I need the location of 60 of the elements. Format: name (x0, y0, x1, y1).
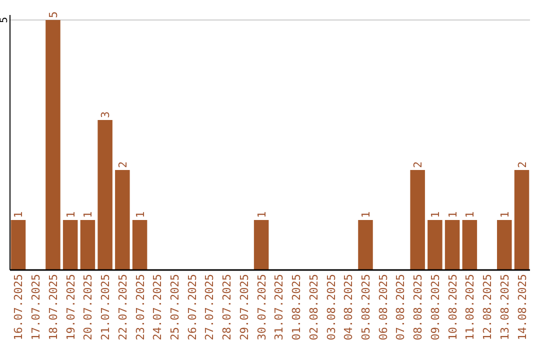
bar (46, 20, 60, 270)
data-label: 1 (464, 211, 477, 218)
bar (444, 220, 460, 270)
bar (514, 170, 530, 270)
bar (462, 220, 478, 270)
x-tick-label: 03.08.2025 (324, 274, 338, 340)
x-tick-label: 24.07.2025 (151, 274, 164, 340)
bar (98, 120, 112, 270)
data-label: 1 (446, 211, 460, 218)
data-label: 1 (12, 211, 26, 218)
x-tick-label: 29.07.2025 (238, 274, 251, 340)
x-tick-label: 16.07.2025 (12, 274, 26, 340)
bar (428, 220, 442, 270)
x-tick-label: 10.08.2025 (446, 274, 460, 340)
bar (62, 220, 78, 270)
x-tick-label: 19.07.2025 (64, 274, 78, 340)
x-tick-label: 04.08.2025 (342, 274, 356, 340)
data-label: 3 (99, 111, 112, 118)
data-label: 1 (255, 211, 268, 218)
x-tick-label: 12.08.2025 (481, 274, 494, 340)
x-tick-label: 02.08.2025 (307, 274, 320, 340)
x-tick-label: 23.07.2025 (134, 274, 147, 340)
data-label: 1 (82, 211, 95, 218)
x-tick-label: 08.08.2025 (412, 274, 425, 340)
x-tick-label: 09.08.2025 (428, 274, 442, 340)
x-tick-label: 11.08.2025 (464, 274, 477, 340)
data-label: 2 (412, 161, 425, 168)
x-tick-label: 27.07.2025 (203, 274, 216, 340)
x-tick-label: 28.07.2025 (220, 274, 234, 340)
bar (358, 220, 373, 270)
x-tick-label: 13.08.2025 (498, 274, 512, 340)
data-label: 2 (516, 161, 529, 168)
bar (410, 170, 425, 270)
x-tick-label: 18.07.2025 (46, 274, 60, 340)
data-label: 1 (134, 211, 147, 218)
bar (254, 220, 269, 270)
x-tick-label: 20.07.2025 (82, 274, 95, 340)
x-tick-label: 31.07.2025 (272, 274, 286, 340)
data-label: 2 (116, 161, 130, 168)
data-label: 5 (46, 11, 60, 18)
x-tick-label: 26.07.2025 (186, 274, 199, 340)
x-tick-label: 01.08.2025 (290, 274, 304, 340)
x-tick-label: 22.07.2025 (116, 274, 130, 340)
data-label: 1 (498, 211, 512, 218)
bar (10, 220, 26, 270)
bar (80, 220, 96, 270)
x-tick-label: 07.08.2025 (394, 274, 408, 340)
bar (132, 220, 148, 270)
x-tick-label: 30.07.2025 (255, 274, 268, 340)
x-tick-label: 05.08.2025 (359, 274, 372, 340)
bar (115, 170, 130, 270)
x-tick-label: 17.07.2025 (30, 274, 43, 340)
bar (497, 220, 512, 270)
x-tick-label: 21.07.2025 (99, 274, 112, 340)
x-tick-label: 25.07.2025 (168, 274, 182, 340)
data-label: 1 (359, 211, 372, 218)
x-tick-label: 06.08.2025 (376, 274, 390, 340)
data-label: 1 (428, 211, 442, 218)
x-tick-label: 14.08.2025 (516, 274, 529, 340)
data-label: 1 (64, 211, 78, 218)
